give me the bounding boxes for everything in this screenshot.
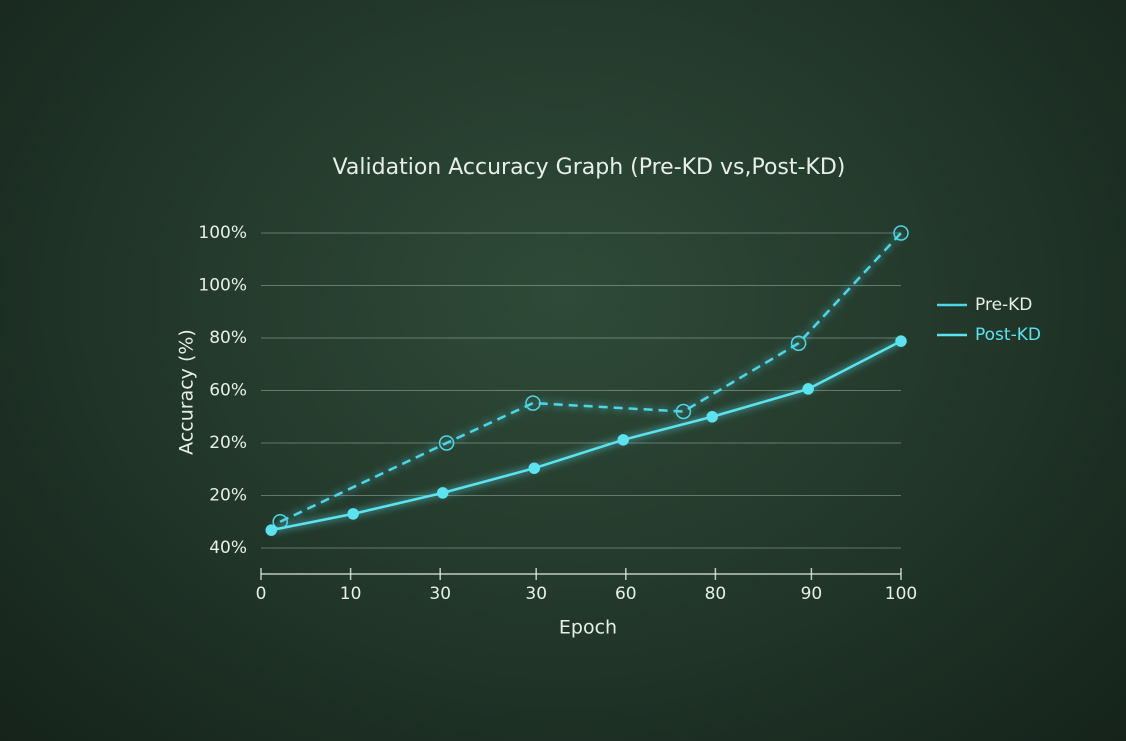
- data-point: [265, 524, 277, 536]
- x-tick-label: 100: [885, 584, 917, 604]
- y-tick-label: 100%: [198, 276, 247, 296]
- chart-title: Validation Accuracy Graph (Pre-KD vs,Pos…: [333, 155, 846, 180]
- x-tick-label: 30: [429, 584, 451, 604]
- y-axis-label: Accuracy (%): [176, 329, 198, 455]
- x-tick-label: 30: [525, 584, 547, 604]
- data-point: [893, 225, 909, 241]
- data-point: [675, 403, 692, 420]
- data-point: [347, 508, 359, 520]
- data-point: [437, 487, 449, 499]
- data-point: [525, 395, 541, 411]
- legend-label: Post-KD: [975, 325, 1041, 345]
- series-line: [279, 232, 902, 523]
- y-tick-label: 80%: [209, 328, 247, 348]
- x-axis-label: Epoch: [559, 617, 617, 639]
- data-point: [617, 434, 629, 446]
- data-point: [438, 435, 455, 451]
- y-tick-label: 60%: [209, 381, 247, 401]
- legend-label: Pre-KD: [975, 295, 1032, 315]
- y-tick-label: 20%: [209, 486, 247, 506]
- data-point: [528, 462, 541, 474]
- y-tick-label: 100%: [198, 223, 247, 243]
- data-point: [790, 335, 807, 351]
- y-tick-label: 40%: [209, 538, 247, 558]
- y-tick-label: 20%: [209, 433, 247, 453]
- series-line: [270, 340, 902, 532]
- x-tick-label: 60: [615, 584, 637, 604]
- x-tick-label: 90: [801, 584, 823, 604]
- data-point: [895, 335, 907, 347]
- data-point: [802, 383, 814, 395]
- data-point: [706, 411, 718, 423]
- x-tick-label: 10: [340, 584, 362, 604]
- x-tick-label: 0: [256, 584, 267, 604]
- x-tick-label: 80: [705, 584, 727, 604]
